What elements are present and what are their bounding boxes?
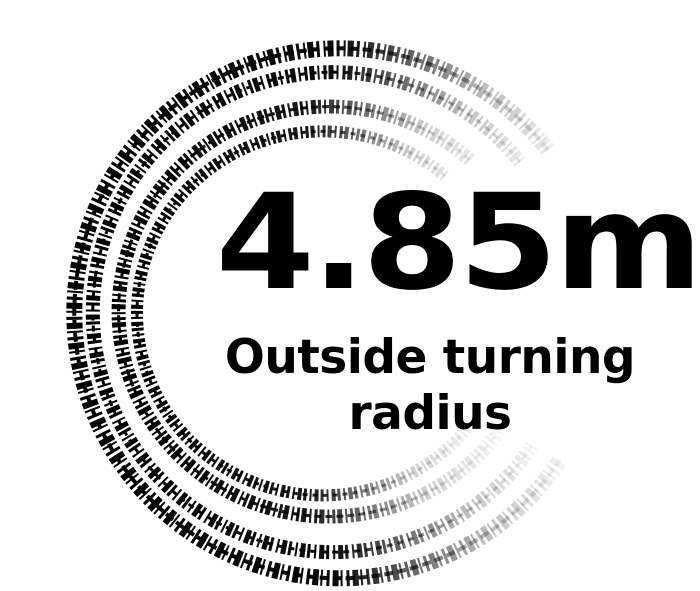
turning-radius-value: 4.85m xyxy=(215,166,700,320)
turning-radius-label: Outside turning radius xyxy=(200,330,660,442)
label-line-2: radius xyxy=(348,386,512,441)
label-line-1: Outside turning xyxy=(224,330,636,385)
inner-track xyxy=(111,99,506,524)
outer-track xyxy=(66,40,567,587)
